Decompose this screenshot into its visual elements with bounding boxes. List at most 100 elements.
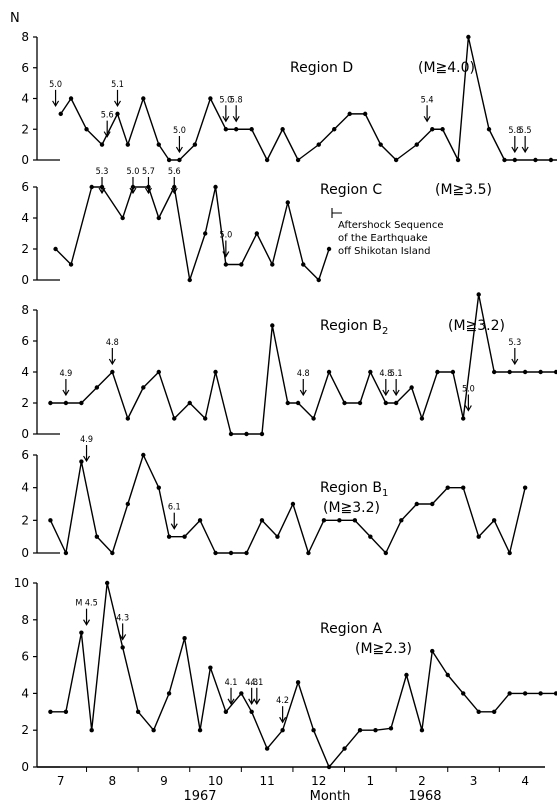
annotation-label: 5.6 xyxy=(168,167,181,177)
data-point xyxy=(125,501,131,507)
annotation-label: 5.7 xyxy=(142,167,155,177)
panel-region-b1: 0 2 4 6 Region B1(M≧3.2) 4.9 6.1 xyxy=(21,435,528,560)
data-point xyxy=(79,630,84,635)
annotation-label: 5.0 xyxy=(127,167,140,177)
note-line: of the Earthquake xyxy=(338,233,428,244)
data-point xyxy=(430,648,435,654)
data-point xyxy=(295,680,301,685)
annotation-label: 5.3 xyxy=(508,338,521,348)
data-point xyxy=(326,246,332,252)
annotation-arrowhead xyxy=(464,405,472,412)
data-point xyxy=(156,215,161,221)
data-point xyxy=(259,518,265,523)
series-line xyxy=(55,186,330,281)
data-point xyxy=(213,550,218,556)
annotation-label: 4.9 xyxy=(59,369,72,379)
data-point xyxy=(419,728,425,733)
annotation-arrowhead xyxy=(227,698,235,705)
data-point xyxy=(409,385,414,390)
bottom-axis: 78910111212345 xyxy=(37,766,545,788)
data-point xyxy=(63,400,69,406)
data-point xyxy=(290,501,296,507)
data-point xyxy=(347,111,352,117)
panel-title: Region A xyxy=(320,621,382,637)
data-point xyxy=(512,157,518,163)
data-point xyxy=(63,550,69,556)
annotation-arrowhead xyxy=(103,131,111,138)
x-tick-label: 8 xyxy=(109,774,117,788)
y-tick-label: 6 xyxy=(21,650,29,664)
data-point xyxy=(53,246,58,252)
data-point xyxy=(440,127,445,132)
annotation-arrowhead xyxy=(119,634,127,641)
y-tick-label: 0 xyxy=(21,760,29,774)
data-point xyxy=(368,369,373,375)
data-point xyxy=(115,111,120,117)
data-point xyxy=(156,142,161,147)
data-point xyxy=(120,215,125,221)
data-point xyxy=(249,709,254,714)
data-point xyxy=(203,416,208,421)
note-line: Aftershock Sequence xyxy=(338,220,443,231)
data-point xyxy=(352,518,358,523)
panel-condition: (M≧2.3) xyxy=(355,641,412,657)
data-point xyxy=(213,369,218,375)
data-point xyxy=(135,709,141,714)
data-point xyxy=(187,400,192,406)
note-marker xyxy=(331,208,342,218)
y-tick-label: 4 xyxy=(21,365,29,379)
data-point xyxy=(502,157,507,163)
annotation-arrowhead xyxy=(392,389,400,397)
data-point xyxy=(110,550,115,556)
data-point xyxy=(388,726,394,731)
annotation-arrowhead xyxy=(175,146,183,154)
annotation-label: 5.0 xyxy=(219,95,232,105)
data-point xyxy=(48,709,53,714)
data-point xyxy=(270,323,275,328)
x-tick-label: 12 xyxy=(311,774,326,788)
data-point xyxy=(285,200,290,205)
data-point xyxy=(166,534,172,539)
data-point xyxy=(120,645,125,650)
annotation-label: 5.1 xyxy=(390,369,403,379)
y-tick-label: 6 xyxy=(21,448,29,462)
data-point xyxy=(404,672,409,678)
data-point xyxy=(192,142,198,147)
y-tick-label: 4 xyxy=(21,481,29,495)
data-point xyxy=(233,127,239,132)
annotation-arrowhead xyxy=(170,523,178,530)
data-point xyxy=(223,709,229,714)
panel-condition: (M≧3.2) xyxy=(448,318,505,334)
data-point xyxy=(357,400,363,406)
annotation-arrowhead xyxy=(52,100,60,108)
data-point xyxy=(538,691,543,696)
y-tick-label: 0 xyxy=(21,273,29,287)
y-tick-label: 6 xyxy=(21,180,29,194)
y-tick-label: 4 xyxy=(21,92,29,106)
annotation-label: 4.9 xyxy=(80,435,93,445)
year-label-1967: 1967 xyxy=(183,789,216,804)
data-point xyxy=(187,277,192,283)
series-line xyxy=(50,293,557,435)
data-point xyxy=(99,142,105,147)
data-point xyxy=(533,157,538,163)
data-point xyxy=(182,636,187,641)
annotation-label: 5.5 xyxy=(519,126,532,136)
data-point xyxy=(362,111,368,117)
data-point xyxy=(316,142,321,147)
data-point xyxy=(435,369,440,375)
data-point xyxy=(311,416,316,421)
data-point xyxy=(244,431,249,437)
data-point xyxy=(182,534,187,539)
data-point xyxy=(378,142,383,147)
panel-title: Region D xyxy=(290,60,353,76)
data-point xyxy=(450,369,456,375)
data-point xyxy=(228,431,234,437)
annotation-label: 5.6 xyxy=(101,111,114,121)
data-point xyxy=(89,184,94,190)
y-tick-label: 2 xyxy=(21,122,29,136)
annotation-arrowhead xyxy=(248,698,256,705)
data-point xyxy=(399,518,404,523)
